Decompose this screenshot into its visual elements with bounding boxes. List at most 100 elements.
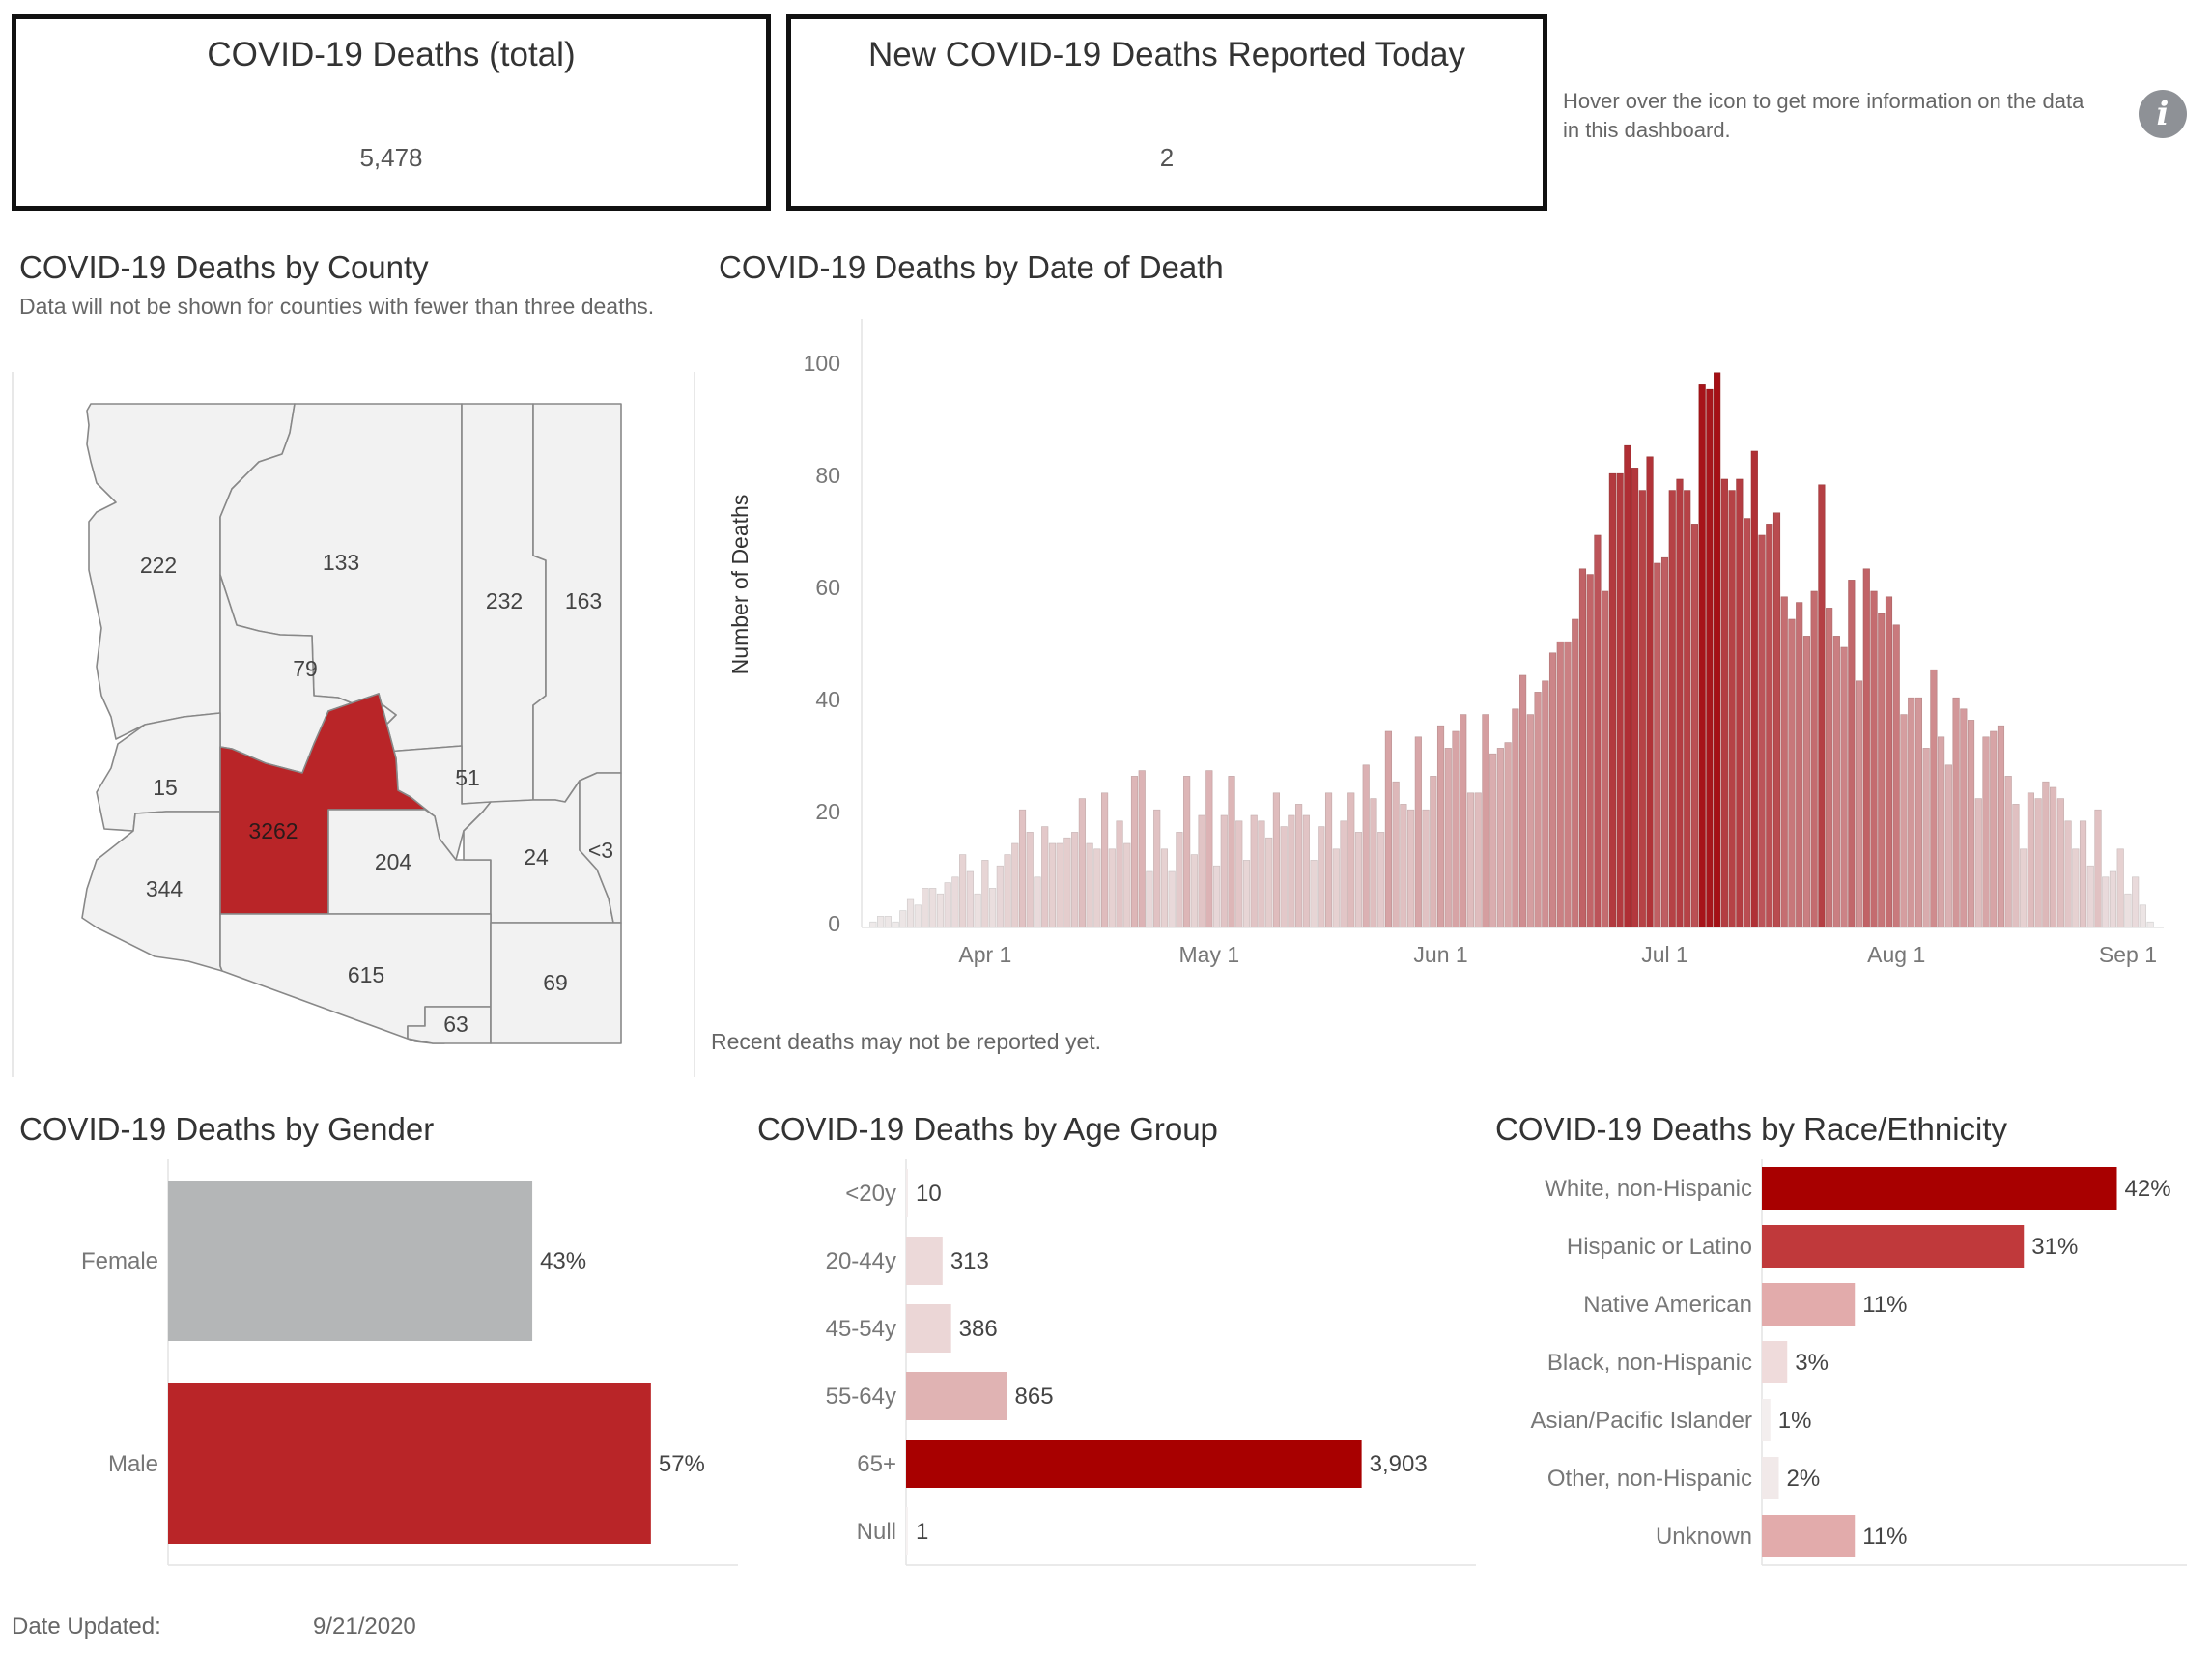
race-chart-title: COVID-19 Deaths by Race/Ethnicity [1495, 1111, 2008, 1147]
date-bar [877, 916, 885, 928]
date-bar [1280, 826, 1288, 928]
date-bar [1714, 372, 1721, 928]
date-bar [1654, 562, 1661, 928]
date-bar [1840, 646, 1848, 928]
date-bar [2124, 893, 2132, 928]
category-label: Black, non-Hispanic [1547, 1350, 1752, 1376]
date-bar [1578, 568, 1587, 928]
value-label: 1% [1778, 1408, 1812, 1434]
date-bar [1474, 792, 1482, 928]
date-bar [1093, 848, 1101, 928]
category-label: 45-54y [826, 1316, 896, 1342]
date-bar [944, 882, 951, 928]
value-label: 865 [1015, 1383, 1054, 1410]
date-bar [1228, 776, 1235, 928]
date-bar [2020, 848, 2028, 928]
category-label: <20y [845, 1181, 896, 1207]
value-label: 1 [916, 1519, 928, 1545]
county-cochise[interactable] [490, 922, 622, 1044]
date-bar [1123, 842, 1131, 928]
date-bar [2056, 798, 2064, 928]
info-icon[interactable]: i [2139, 90, 2187, 138]
date-bar [1556, 641, 1564, 928]
date-bar [2012, 804, 2020, 928]
date-bar [974, 893, 981, 928]
race-ethnicity-chart: White, non-Hispanic 42% Hispanic or Latino… [1531, 1159, 2187, 1566]
date-bar [1347, 792, 1355, 928]
date-bar [1130, 776, 1139, 928]
date-bar [1758, 534, 1766, 928]
y-tick-label: 100 [804, 351, 840, 376]
new-deaths-value: 2 [1159, 143, 1175, 172]
category-label: Null [857, 1519, 896, 1545]
date-bar [1242, 860, 1251, 928]
date-bar [1818, 484, 1826, 928]
date-updated-value: 9/21/2020 [313, 1613, 416, 1640]
date-bar [966, 870, 974, 928]
date-bar [2086, 865, 2094, 928]
date-bar [1466, 792, 1475, 928]
county-label: 163 [565, 588, 602, 613]
county-label: 63 [443, 1012, 468, 1037]
date-of-death-chart: 0 20 40 60 80 100 Number of Deaths Apr 1 May 1 Ju… [727, 319, 2164, 967]
date-bar [1990, 730, 1998, 928]
total-deaths-card: COVID-19 Deaths (total) 5,478 [12, 14, 771, 211]
y-tick-label: 80 [815, 463, 840, 488]
date-bar [1548, 652, 1557, 928]
date-bar [1952, 697, 1960, 928]
date-bar [1048, 842, 1057, 928]
date-bar [1631, 468, 1639, 928]
date-bar [1011, 842, 1019, 928]
date-bar [1362, 764, 1370, 928]
date-bar [1414, 736, 1422, 928]
date-bar [1646, 456, 1654, 928]
bar [1762, 1167, 2117, 1210]
x-tick-label: Aug 1 [1867, 942, 1925, 967]
date-bar [1108, 848, 1116, 928]
category-label: Asian/Pacific Islander [1531, 1408, 1752, 1434]
x-tick-label: Jun 1 [1413, 942, 1467, 967]
county-map-left-border [12, 372, 14, 1077]
date-bar [1034, 876, 1041, 928]
date-bar [2034, 798, 2042, 928]
date-bar [1698, 384, 1706, 928]
category-label: 65+ [857, 1451, 896, 1477]
date-bar [1400, 804, 1407, 928]
x-tick-label: May 1 [1179, 942, 1240, 967]
date-bar [1436, 725, 1445, 928]
date-bar [1160, 848, 1169, 928]
date-bar [929, 888, 937, 928]
date-bar [1078, 798, 1086, 928]
date-bar [1668, 490, 1676, 928]
date-bar [1728, 490, 1736, 928]
y-axis-label: Number of Deaths [727, 495, 752, 675]
date-bar [2027, 792, 2034, 928]
date-bar [1212, 865, 1221, 928]
date-bar [1982, 736, 1990, 928]
date-bar [1265, 837, 1273, 928]
date-bar [2146, 921, 2154, 928]
value-label: 31% [2031, 1234, 2078, 1260]
date-bar [1802, 636, 1811, 928]
date-bar [1967, 720, 1975, 928]
value-label: 43% [540, 1248, 586, 1274]
date-bar [899, 910, 907, 928]
county-map-subtitle: Data will not be shown for counties with… [19, 294, 655, 319]
date-bar [1101, 792, 1109, 928]
date-bar [1750, 450, 1758, 928]
date-bar [1736, 478, 1744, 928]
date-bar [1071, 832, 1079, 928]
category-label: Female [81, 1248, 158, 1274]
date-bar [1944, 764, 1952, 928]
date-bar [1878, 613, 1886, 928]
date-bar [1796, 602, 1803, 928]
date-bar [1422, 809, 1430, 928]
date-bar [2079, 820, 2087, 928]
date-bar [1922, 748, 1930, 928]
county-yuma[interactable] [81, 811, 223, 972]
date-bar [1153, 809, 1161, 928]
date-bar [1354, 832, 1363, 928]
date-bar [1930, 669, 1938, 928]
date-bar [1690, 524, 1699, 928]
value-label: 3,903 [1370, 1451, 1428, 1477]
